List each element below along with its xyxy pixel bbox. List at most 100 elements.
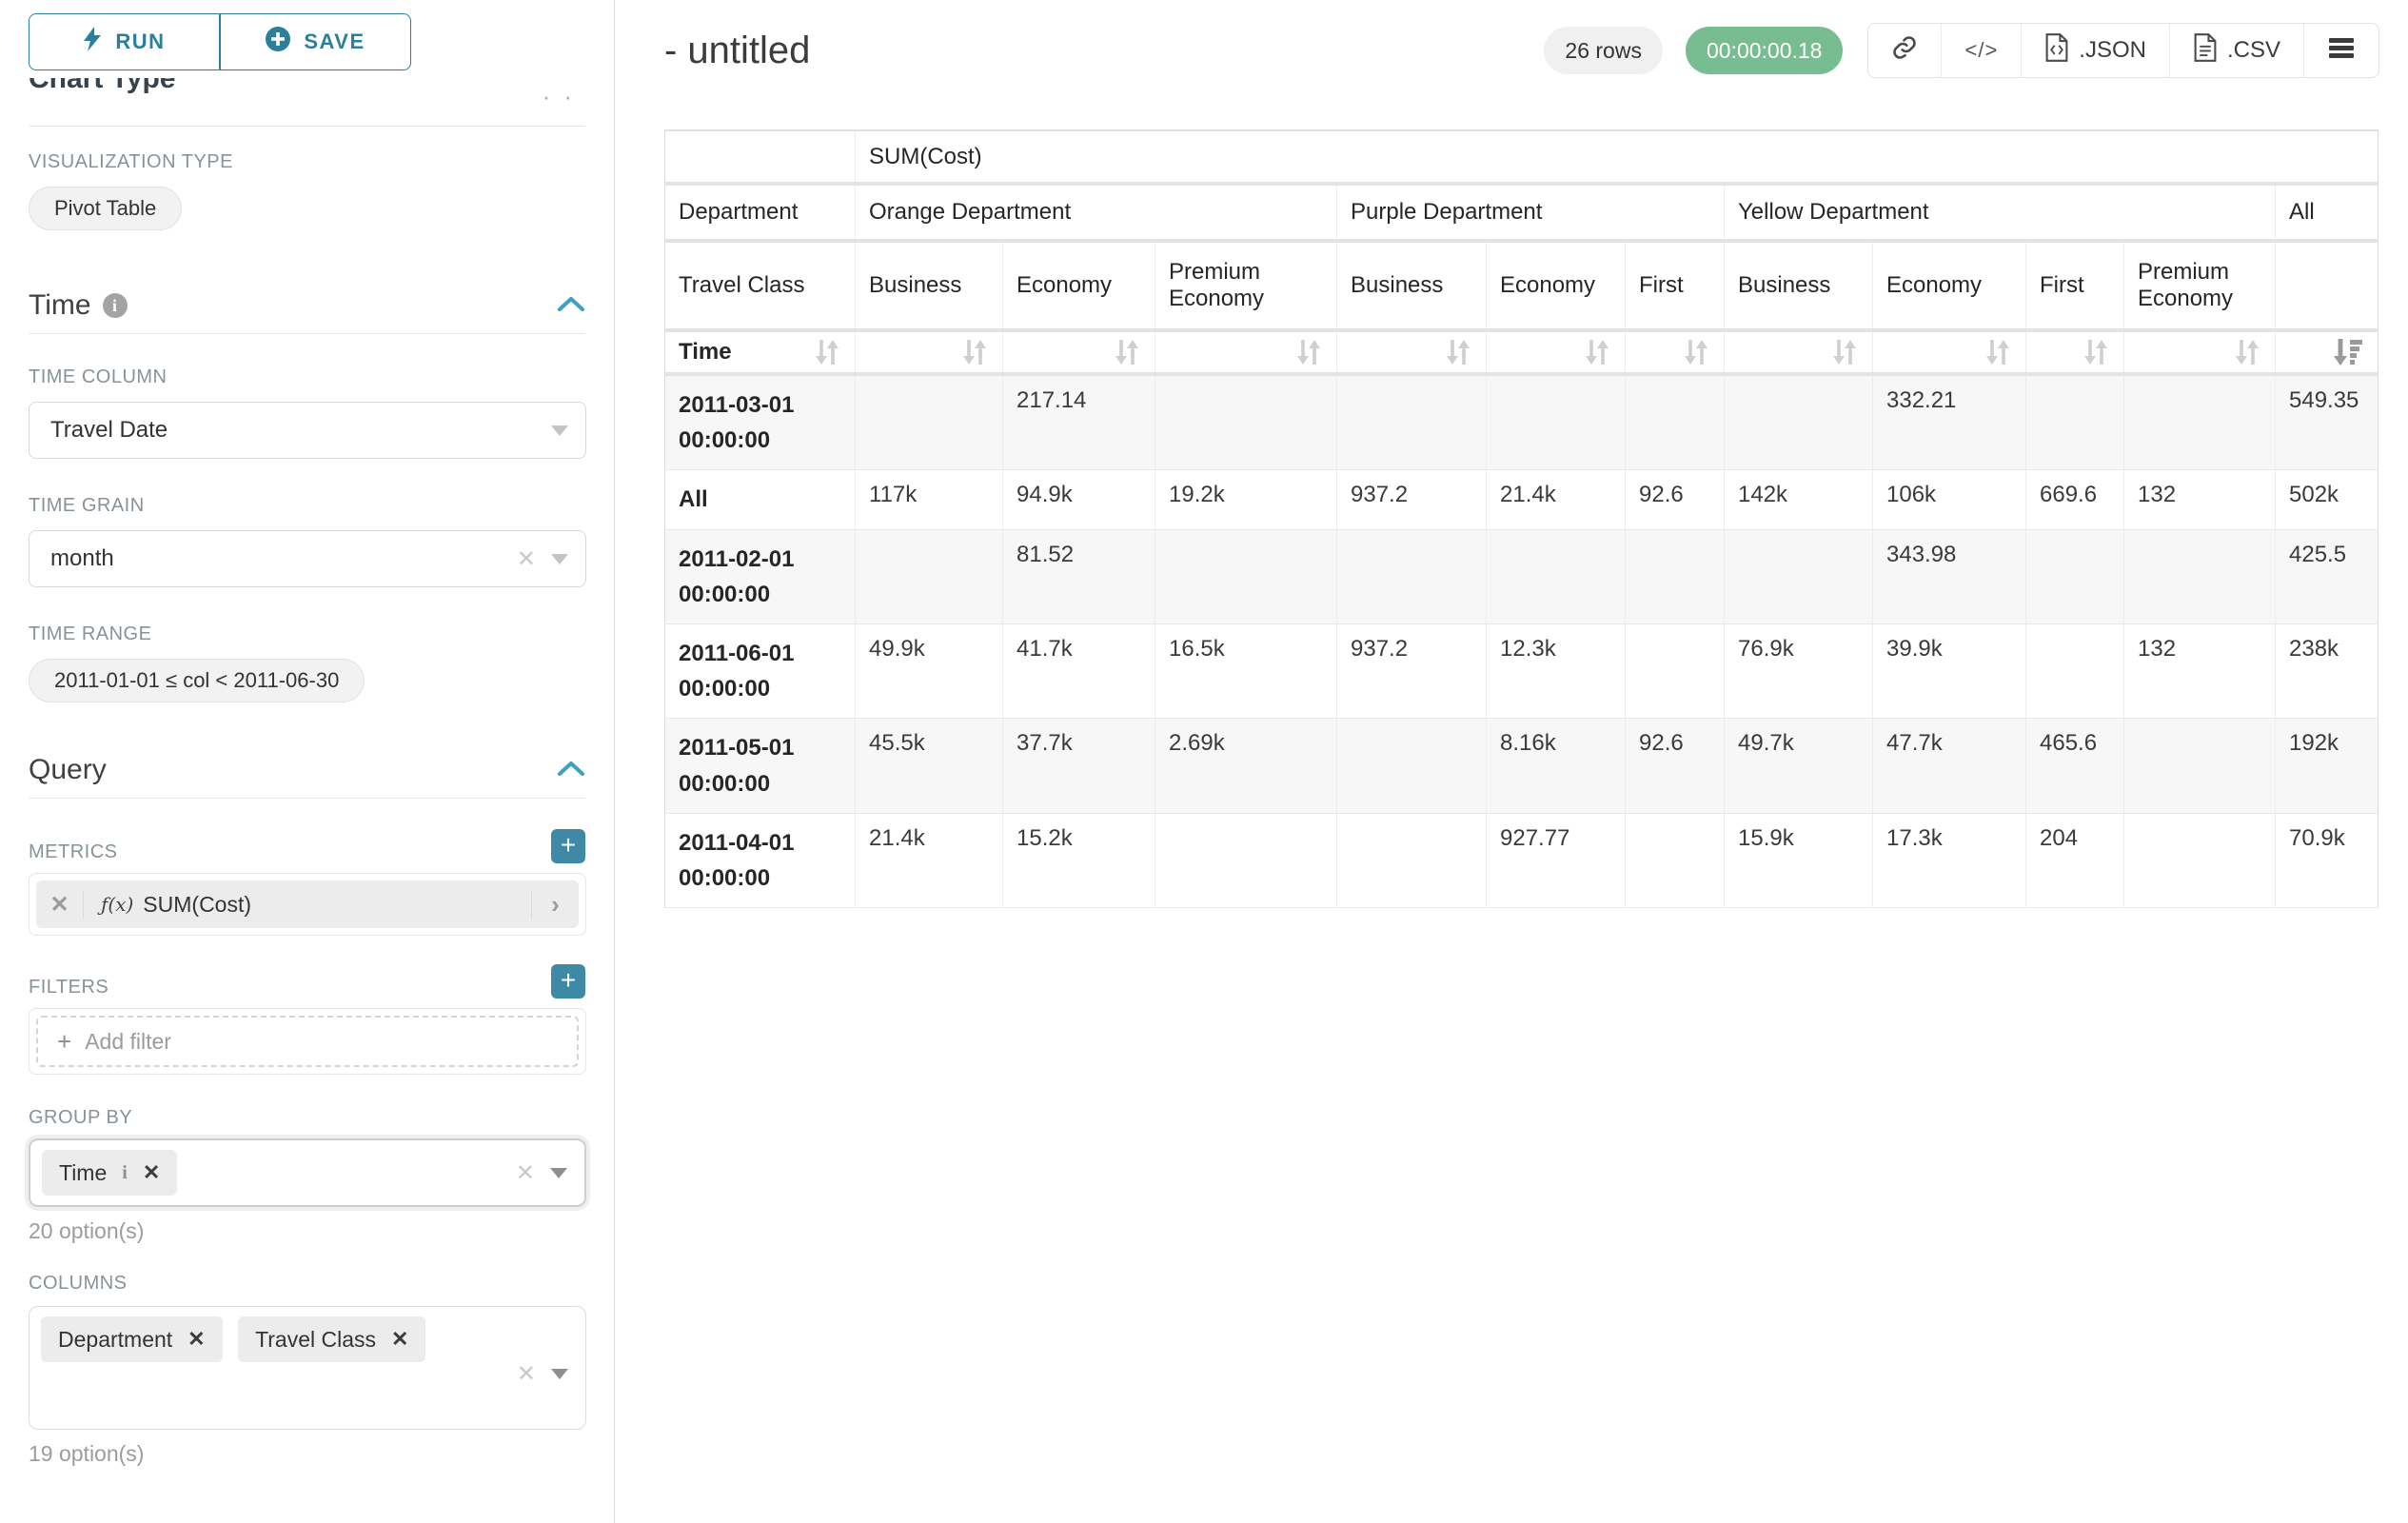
pivot-cell: 106k [1872,469,2026,530]
sort-icon[interactable] [2233,339,2261,366]
chart-area: - untitled 26 rows 00:00:00.18 </> .JSON [615,0,2408,1523]
chevron-right-icon[interactable]: › [531,889,579,920]
pivot-travel-class-header: Business [1724,241,1873,332]
pivot-sort-header[interactable] [1336,330,1487,376]
time-range-label: TIME RANGE [29,623,152,644]
clipped-icon-dots: ·· [542,82,585,110]
chevron-up-icon[interactable] [557,295,585,317]
chart-title[interactable]: - untitled [664,29,811,71]
clear-all-icon[interactable]: ✕ [516,1361,536,1387]
pivot-cell: 549.35 [2275,374,2378,471]
pivot-cell: 937.2 [1336,469,1487,530]
divider [29,333,585,334]
sort-icon[interactable] [1113,339,1141,366]
sort-icon[interactable] [2082,339,2110,366]
pivot-travel-class-header: Business [1336,241,1487,332]
divider [29,798,585,799]
pivot-travel-class-header: Economy [1486,241,1626,332]
pivot-cell: 15.2k [1002,813,1155,909]
pivot-cell [1625,374,1725,471]
pivot-sort-header[interactable] [2123,330,2276,376]
filters-header-row: FILTERS + [29,964,585,999]
columns-chip-department[interactable]: Department ✕ [41,1316,223,1362]
export-csv-button[interactable]: .CSV [2170,24,2304,77]
add-filter-plus-button[interactable]: + [551,964,585,999]
pivot-cell: 502k [2275,469,2378,530]
add-metric-button[interactable]: + [551,829,585,863]
pivot-cell: 21.4k [855,813,1003,909]
pivot-axis-time[interactable]: Time [664,330,856,376]
sort-descending-icon[interactable] [2332,339,2364,366]
save-button[interactable]: SAVE [220,13,411,70]
sort-icon[interactable] [1830,339,1859,366]
control-panel: RUN SAVE Chart Type ·· VISUALIZATION TYP… [0,0,615,1523]
divider [29,126,585,127]
view-query-button[interactable]: </> [1942,24,2023,77]
sort-icon[interactable] [1583,339,1611,366]
remove-metric-icon[interactable]: ✕ [36,890,84,919]
metric-name: SUM(Cost) [143,891,252,917]
remove-chip-icon[interactable]: ✕ [142,1160,161,1184]
time-column-select[interactable]: Travel Date [29,402,586,459]
pivot-cell [1336,529,1487,624]
time-column-label: TIME COLUMN [29,366,168,387]
sort-icon[interactable] [813,339,841,366]
pivot-sort-header[interactable] [1724,330,1873,376]
clear-all-icon[interactable]: ✕ [515,1159,535,1186]
share-link-button[interactable] [1868,24,1943,77]
run-button-label: RUN [115,30,166,53]
metric-chip[interactable]: ✕ ƒ(x) SUM(Cost) › [36,880,579,928]
group-by-label: GROUP BY [29,1107,133,1128]
columns-select[interactable]: Department ✕ Travel Class ✕ ✕ [29,1306,586,1430]
function-icon: ƒ(x) [101,893,134,916]
add-filter-placeholder: Add filter [85,1028,171,1054]
pivot-travel-class-header: First [1625,241,1725,332]
pivot-sort-header[interactable] [1872,330,2026,376]
sort-icon[interactable] [1984,339,2012,366]
pivot-cell: 217.14 [1002,374,1155,471]
time-grain-value: month [50,545,114,571]
remove-chip-icon[interactable]: ✕ [188,1327,206,1351]
pivot-sort-header[interactable] [1155,330,1337,376]
pivot-cell [1724,374,1873,471]
pivot-sort-header[interactable] [1002,330,1155,376]
pivot-corner-cell [664,130,856,186]
query-section-header: Query [29,754,585,786]
pivot-sort-header[interactable] [855,330,1003,376]
time-range-pill[interactable]: 2011-01-01 ≤ col < 2011-06-30 [29,659,365,702]
add-filter-button[interactable]: + Add filter [36,1016,579,1067]
pivot-cell [1155,813,1337,909]
pivot-cell: 49.7k [1724,718,1873,814]
pivot-sort-header[interactable] [1486,330,1626,376]
pivot-sort-header[interactable] [1625,330,1725,376]
viz-type-pill[interactable]: Pivot Table [29,187,183,230]
pivot-cell: 41.7k [1002,623,1155,720]
time-grain-select[interactable]: month ✕ [29,530,586,587]
group-by-chip-time[interactable]: Time i ✕ [42,1150,178,1196]
group-by-select[interactable]: Time i ✕ ✕ [29,1138,586,1207]
sort-icon[interactable] [1444,339,1472,366]
columns-label: COLUMNS [29,1273,128,1294]
sort-icon[interactable] [1682,339,1710,366]
menu-button[interactable] [2304,24,2378,77]
code-icon: </> [1964,38,1999,62]
remove-chip-icon[interactable]: ✕ [391,1327,409,1351]
sort-icon[interactable] [960,339,989,366]
pivot-travel-class-header: First [2025,241,2124,332]
columns-chip-travel-class[interactable]: Travel Class ✕ [238,1316,426,1362]
pivot-sort-header[interactable] [2025,330,2124,376]
pivot-cell: 425.5 [2275,529,2378,624]
csv-button-label: .CSV [2226,37,2280,63]
pivot-cell: 238k [2275,623,2378,720]
time-section-header: Time i [29,289,585,322]
time-section-title: Time [29,289,91,321]
pivot-cell: 192k [2275,718,2378,814]
sort-icon[interactable] [1294,339,1323,366]
export-json-button[interactable]: .JSON [2022,24,2170,77]
pivot-axis-department: Department [664,184,856,243]
pivot-cell [1486,529,1626,624]
clear-icon[interactable]: ✕ [516,545,536,572]
run-button[interactable]: RUN [29,13,220,70]
chevron-up-icon[interactable] [557,760,585,781]
pivot-sort-header[interactable] [2275,330,2378,376]
